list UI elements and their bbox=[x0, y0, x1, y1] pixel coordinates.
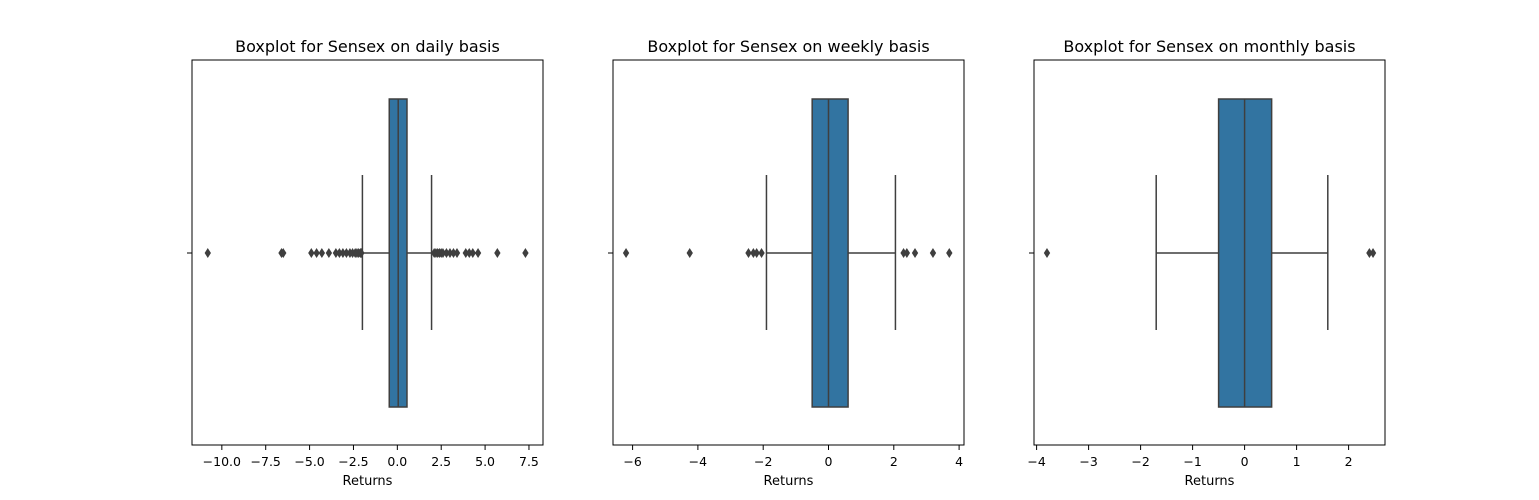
x-tick-label: 0 bbox=[825, 454, 833, 469]
x-axis-label: Returns bbox=[343, 474, 393, 489]
x-tick-label: −4 bbox=[689, 454, 707, 469]
x-axis-label: Returns bbox=[1185, 474, 1235, 489]
outlier-point bbox=[313, 248, 320, 258]
chart-title: Boxplot for Sensex on daily basis bbox=[235, 37, 500, 56]
outlier-point bbox=[758, 248, 765, 258]
plot-area: −6 −4 −2 0 2 4 bbox=[608, 59, 965, 469]
outlier-point bbox=[753, 248, 760, 258]
iqr-box bbox=[811, 98, 849, 408]
outlier-point bbox=[494, 248, 501, 258]
plot-area: −10.0 −7.5 −5.0 −2.5 0.0 2.5 5.0 7.5 bbox=[187, 59, 544, 469]
outlier-point bbox=[929, 248, 937, 258]
x-tick-label: −3 bbox=[1079, 454, 1097, 469]
outlier-point bbox=[522, 248, 529, 258]
outlier-point bbox=[453, 248, 461, 258]
outlier-point bbox=[308, 248, 315, 258]
outlier-point bbox=[622, 248, 630, 258]
monthly-boxplot-panel: Boxplot for Sensex on monthly basis Retu… bbox=[1027, 37, 1386, 489]
x-tick-label: −5.0 bbox=[294, 454, 324, 469]
x-tick-label: 0.0 bbox=[387, 454, 407, 469]
daily-boxplot-panel: Boxplot for Sensex on daily basis Return… bbox=[187, 37, 544, 489]
outlier-point bbox=[204, 248, 211, 258]
x-tick-label: −1 bbox=[1183, 454, 1201, 469]
outlier-point bbox=[358, 248, 365, 258]
x-tick-label: −2 bbox=[754, 454, 772, 469]
chart-title: Boxplot for Sensex on weekly basis bbox=[647, 37, 929, 56]
x-tick-label: −2 bbox=[1131, 454, 1149, 469]
x-tick-label: −10.0 bbox=[203, 454, 241, 469]
outlier-point bbox=[686, 248, 693, 258]
x-tick-label: 2 bbox=[890, 454, 898, 469]
x-tick-label: −7.5 bbox=[251, 454, 281, 469]
x-tick-label: −6 bbox=[623, 454, 641, 469]
plot-area: −4 −3 −2 −1 0 1 2 bbox=[1027, 59, 1386, 469]
x-tick-label: 0 bbox=[1241, 454, 1249, 469]
x-tick-label: −4 bbox=[1027, 454, 1045, 469]
x-tick-label: 5.0 bbox=[475, 454, 495, 469]
outlier-point bbox=[318, 248, 326, 258]
x-tick-label: 1 bbox=[1293, 454, 1301, 469]
outlier-point bbox=[474, 248, 482, 258]
x-tick-label: 2.5 bbox=[431, 454, 451, 469]
outlier-point bbox=[946, 248, 953, 258]
x-tick-label: 4 bbox=[955, 454, 963, 469]
x-axis-label: Returns bbox=[764, 474, 814, 489]
outlier-point bbox=[325, 248, 333, 258]
x-tick-label: 2 bbox=[1345, 454, 1353, 469]
x-tick-label: 7.5 bbox=[519, 454, 539, 469]
chart-title: Boxplot for Sensex on monthly basis bbox=[1063, 37, 1355, 56]
outlier-point bbox=[903, 248, 911, 258]
outlier-point bbox=[469, 248, 476, 258]
x-tick-label: −2.5 bbox=[338, 454, 368, 469]
outlier-point bbox=[1043, 248, 1051, 258]
outlier-point bbox=[1369, 248, 1377, 258]
weekly-boxplot-panel: Boxplot for Sensex on weekly basis Retur… bbox=[608, 37, 965, 489]
outlier-point bbox=[280, 248, 287, 258]
outlier-point bbox=[911, 248, 919, 258]
outlier-point bbox=[745, 248, 752, 258]
